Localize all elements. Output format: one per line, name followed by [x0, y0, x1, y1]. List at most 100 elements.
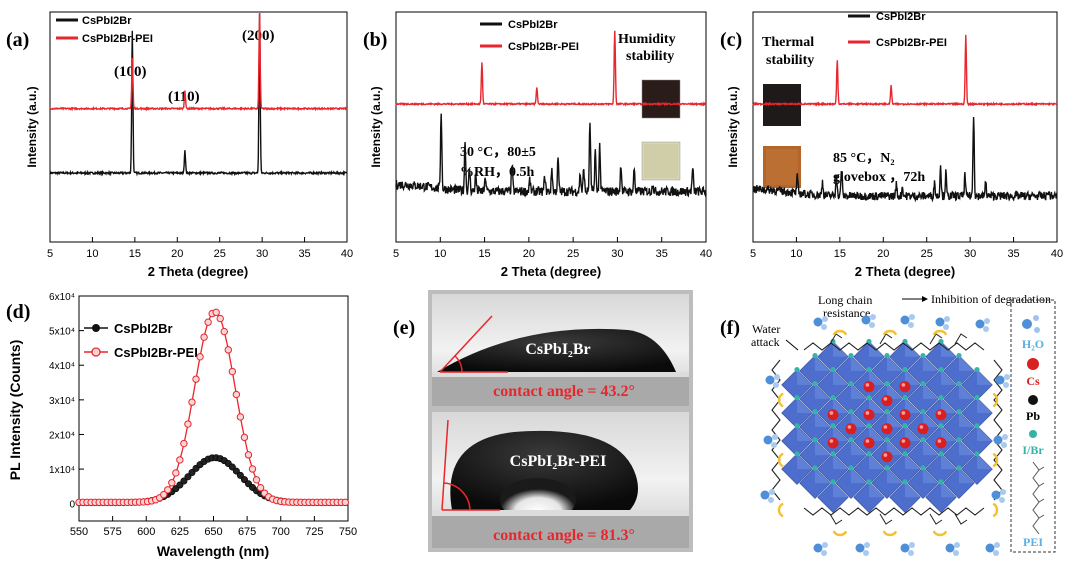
pl-point: [240, 433, 249, 442]
water-h: [908, 322, 914, 328]
x-tick-label: 750: [339, 526, 357, 538]
water-h: [984, 318, 990, 324]
resistance-arc: [992, 452, 999, 468]
pl-point: [180, 439, 188, 448]
droplet-photo-bottom: CsPbI₂Br-PEI contact angle = 81.3°: [432, 412, 689, 548]
x-tick-label: 5: [393, 248, 399, 260]
annotation: glovebox ，72h: [833, 170, 925, 185]
x-tick-label: 725: [305, 526, 323, 538]
octahedron-facet: [851, 411, 867, 427]
i-br-atom: [866, 479, 872, 485]
long-chain-label: Long chain: [818, 293, 872, 307]
panel-label: (f): [720, 317, 740, 339]
octahedron-facet: [941, 369, 957, 385]
octahedron-facet: [959, 467, 975, 484]
i-br-atom: [884, 409, 890, 415]
legend: CsPbI2Br CsPbI2Br-PEI: [848, 11, 947, 49]
legend-label: CsPbI2Br-PEI: [82, 33, 153, 45]
pei-branch: [829, 333, 843, 345]
octahedron-facet: [833, 481, 849, 498]
water-h: [768, 497, 774, 503]
water-molecule: [935, 317, 945, 327]
panel-label: (e): [393, 317, 415, 339]
x-tick-label: 700: [272, 526, 290, 538]
water-molecule: [813, 317, 823, 327]
octahedron-facet: [959, 383, 975, 399]
i-br-atom: [794, 451, 800, 457]
legend-cs-icon: [1027, 358, 1039, 370]
i-br-atom: [848, 352, 854, 359]
annotation: stability: [626, 49, 674, 64]
pl-point: [172, 469, 180, 477]
xrd-plot-0: 5 10 15 20 25 30 35 40: [47, 13, 353, 260]
x-tick-label: 25: [921, 248, 933, 260]
water-molecule: [985, 543, 995, 553]
y-tick-label: 1x10⁴: [49, 465, 75, 476]
pl-point: [224, 346, 232, 354]
water-h: [772, 434, 778, 440]
pei-chain: [803, 507, 985, 516]
x-tick-label: 20: [877, 248, 889, 260]
peak-annotation: (100): [114, 64, 147, 80]
cs-highlight: [937, 411, 942, 415]
water-molecule: [861, 315, 871, 325]
x-tick-label: 25: [567, 248, 579, 260]
series-line-pei: [752, 34, 1058, 108]
panel-label: (b): [363, 29, 387, 51]
plot-frame: [752, 11, 1058, 243]
panel-label: (a): [6, 29, 29, 51]
octahedron-facet: [905, 481, 921, 498]
cs-atom: [917, 423, 929, 435]
water-h: [1003, 382, 1009, 388]
i-br-atom: [938, 479, 944, 485]
water-h: [773, 382, 779, 388]
cs-highlight: [829, 411, 834, 415]
i-br-atom: [902, 366, 908, 373]
water-h: [993, 550, 999, 556]
resistance-arc: [832, 329, 848, 336]
resistance-arc: [777, 392, 784, 408]
legend-h2o: H₂O: [1022, 337, 1044, 351]
water-h: [822, 542, 828, 548]
panel-c-xrd-thermal: (c) Thermal stability CsPbI2Br CsPbI2Br-…: [720, 11, 1058, 279]
resistance-arc: [992, 502, 999, 518]
x-tick-label: 30: [256, 248, 268, 260]
film-photo-fresh: [641, 79, 681, 119]
legend: CsPbI2Br CsPbI2Br-PEI: [480, 19, 579, 53]
cs-atom: [827, 409, 839, 421]
octahedron-facet: [977, 397, 993, 413]
pei-branch: [954, 513, 968, 525]
x-tick-label: 625: [171, 526, 189, 538]
pl-point: [248, 465, 257, 473]
octahedron-facet: [977, 369, 993, 385]
octahedron-facet: [869, 481, 885, 498]
i-br-atom: [956, 381, 962, 387]
pl-point: [176, 456, 184, 464]
x-tick-label: 10: [434, 248, 446, 260]
water-molecule: [991, 490, 1001, 500]
xrd-plot-1: 5 10 15 20 25 30 35 40: [393, 30, 712, 260]
octahedron-facet: [815, 411, 831, 427]
octahedron-facet: [905, 341, 921, 357]
pei-chain: [803, 342, 985, 351]
pl-point: [236, 413, 245, 421]
pl-curve: [79, 311, 348, 503]
perovskite-lattice: [760, 314, 1010, 556]
cs-atom: [881, 395, 893, 407]
octahedron-facet: [887, 355, 903, 371]
water-molecule: [900, 315, 910, 325]
water-attack-label: attack: [751, 335, 780, 349]
i-br-atom: [812, 437, 818, 443]
water-h: [870, 314, 876, 320]
octahedron-facet: [941, 425, 957, 442]
cs-atom: [935, 437, 947, 449]
x-tick-label: 550: [70, 526, 88, 538]
legend-pei-chain-icon: [1032, 461, 1045, 535]
annotation: %RH，0.5h: [460, 165, 534, 180]
plot-layer: 5 10 15 20 25 30 35 40 5 10 15 20 25 30 35 40 5 10 15 20 25 3…: [47, 13, 1063, 538]
i-br-atom: [974, 395, 980, 401]
water-molecule: [995, 375, 1005, 385]
i-br-atom: [830, 451, 836, 457]
resistance-arc: [882, 530, 898, 537]
